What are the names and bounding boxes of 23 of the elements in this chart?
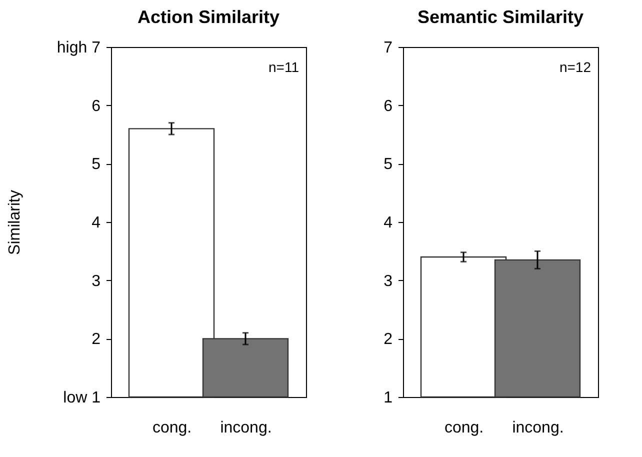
y-tick-label: 2 xyxy=(92,331,101,348)
y-tick-label: 2 xyxy=(384,331,393,348)
x-tick-label: cong. xyxy=(444,420,484,436)
y-tick-label: 1 xyxy=(384,390,393,406)
chart-title: Semantic Similarity xyxy=(417,7,584,27)
y-tick-label: 3 xyxy=(92,272,101,290)
y-tick-label: 7 xyxy=(384,40,393,56)
annotation: n=12 xyxy=(559,59,592,75)
y-tick-label: 5 xyxy=(384,156,393,174)
chart-title: Action Similarity xyxy=(137,7,280,27)
x-tick-label: cong. xyxy=(152,420,192,436)
y-tick-label: 4 xyxy=(92,214,101,232)
y-tick-label: 3 xyxy=(384,272,393,290)
y-tick-label: 6 xyxy=(92,98,101,115)
annotation: n=11 xyxy=(268,59,300,75)
y-tick-label: high 7 xyxy=(56,40,101,56)
y-tick-label: 6 xyxy=(384,98,393,115)
x-tick-label: incong. xyxy=(220,420,272,436)
y-axis-title: Similarity xyxy=(6,190,24,255)
y-tick-label: 5 xyxy=(92,156,101,174)
y-tick-label: 4 xyxy=(384,214,393,232)
x-tick-label: incong. xyxy=(512,420,564,436)
y-tick-label: low 1 xyxy=(63,390,101,406)
